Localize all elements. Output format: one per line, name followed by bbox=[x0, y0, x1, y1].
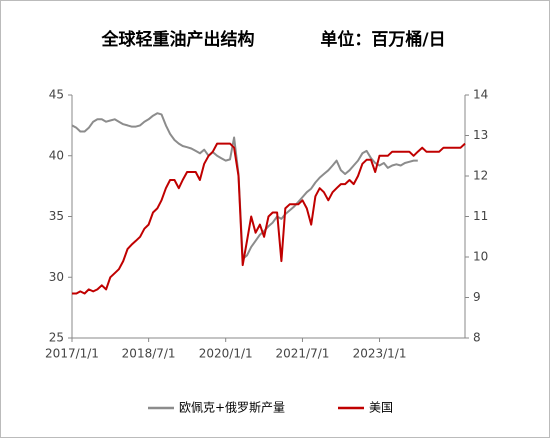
y2-tick-label: 12 bbox=[473, 169, 488, 183]
chart-title: 全球轻重油产出结构 bbox=[101, 29, 255, 50]
x-tick-label: 2020/1/1 bbox=[199, 347, 253, 361]
x-tick-label: 2017/1/1 bbox=[45, 347, 99, 361]
y-tick-label: 30 bbox=[49, 270, 64, 284]
y2-tick-label: 13 bbox=[473, 128, 488, 142]
y-tick-label: 45 bbox=[49, 88, 64, 102]
y2-tick-label: 8 bbox=[473, 331, 481, 345]
y2-tick-label: 11 bbox=[473, 209, 488, 223]
legend-label: 欧佩克+俄罗斯产量 bbox=[179, 401, 285, 415]
y2-tick-label: 9 bbox=[473, 290, 481, 304]
chart-unit: 单位：百万桶/日 bbox=[320, 29, 445, 50]
legend-label: 美国 bbox=[369, 401, 393, 415]
y2-tick-label: 10 bbox=[473, 250, 488, 264]
y-tick-label: 40 bbox=[49, 148, 64, 162]
x-tick-label: 2021/7/1 bbox=[276, 347, 330, 361]
x-tick-label: 2023/1/1 bbox=[353, 347, 407, 361]
line-series bbox=[72, 142, 466, 295]
x-tick-label: 2018/7/1 bbox=[122, 347, 176, 361]
y-tick-label: 25 bbox=[49, 331, 64, 345]
y2-tick-label: 14 bbox=[473, 88, 488, 102]
y-tick-label: 35 bbox=[49, 209, 64, 223]
